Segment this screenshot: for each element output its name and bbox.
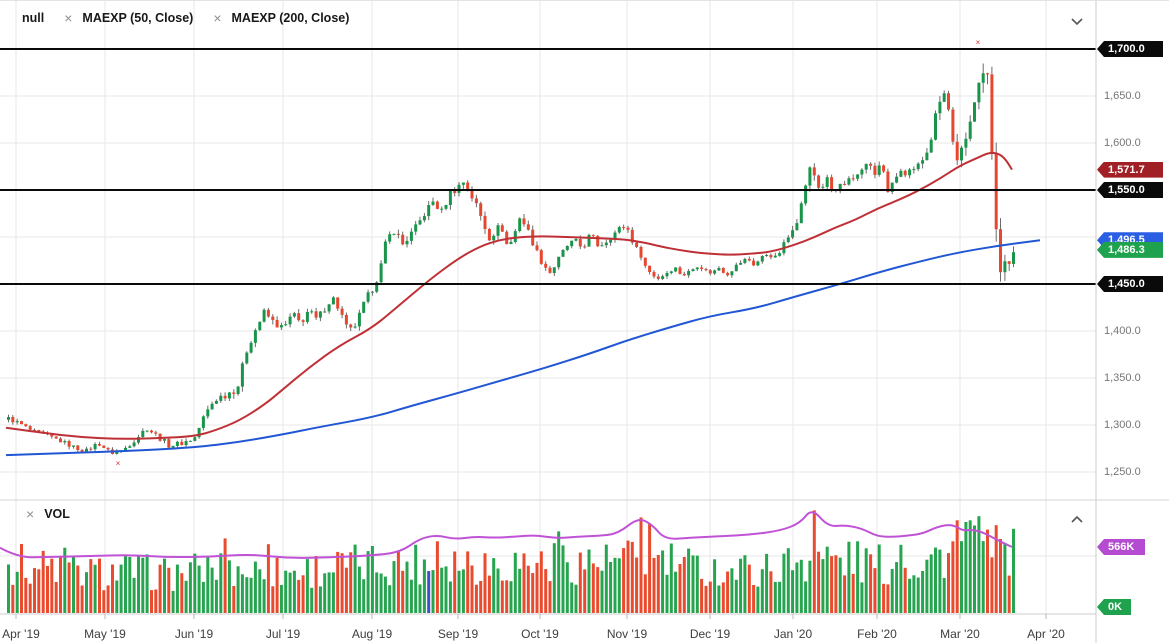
main-legend: null × MAEXP (50, Close) × MAEXP (200, C… <box>22 1 349 35</box>
price-tag-horizontal-line: 1,450.0 <box>1097 276 1163 292</box>
svg-text:Aug '19: Aug '19 <box>352 627 393 641</box>
volume-bars <box>7 510 1015 613</box>
svg-text:Mar '20: Mar '20 <box>940 627 980 641</box>
grid-lines <box>0 1 1096 614</box>
svg-text:Apr '20: Apr '20 <box>1027 627 1065 641</box>
series-label-ma50: MAEXP (50, Close) <box>82 11 194 25</box>
price-axis-label: 1,400.0 <box>1104 325 1141 337</box>
volume-tag-last-volume: 0K <box>1097 599 1131 615</box>
volume-tag-volume-ma-value: 566K <box>1097 539 1145 555</box>
svg-text:Jan '20: Jan '20 <box>774 627 813 641</box>
svg-text:Jun '19: Jun '19 <box>175 627 214 641</box>
time-axis-labels: Apr '19 May '19 Jun '19 Jul '19 Aug '19 Sep '… <box>2 627 1065 641</box>
svg-text:Feb '20: Feb '20 <box>857 627 897 641</box>
price-axis-label: 1,650.0 <box>1104 90 1141 102</box>
series-markers: ×× <box>116 38 981 468</box>
expand-volume-pane-button[interactable] <box>1066 509 1088 531</box>
ma50-line <box>5 151 1013 440</box>
price-tag-last-price: 1,486.3 <box>1097 241 1163 258</box>
remove-volume-icon[interactable]: × <box>26 506 35 522</box>
remove-ma50-icon[interactable]: × <box>64 10 73 26</box>
volume-ma-line <box>0 511 1013 559</box>
svg-text:May '19: May '19 <box>84 627 126 641</box>
svg-text:Nov '19: Nov '19 <box>607 627 648 641</box>
svg-text:×: × <box>116 459 121 468</box>
series-label-null: null <box>22 11 45 25</box>
remove-ma200-icon[interactable]: × <box>213 10 222 26</box>
candle-wicks <box>8 63 1014 455</box>
svg-text:Jul '19: Jul '19 <box>266 627 301 641</box>
candlestick-series <box>7 73 1015 454</box>
svg-text:×: × <box>976 38 981 47</box>
price-axis-label: 1,250.0 <box>1104 466 1141 478</box>
price-axis-label: 1,600.0 <box>1104 137 1141 149</box>
ma200-line <box>5 239 1041 457</box>
series-label-ma200: MAEXP (200, Close) <box>231 11 350 25</box>
svg-text:Oct '19: Oct '19 <box>521 627 559 641</box>
price-tag-horizontal-line: 1,700.0 <box>1097 41 1163 57</box>
time-axis[interactable] <box>0 615 1096 643</box>
volume-legend: × VOL <box>26 507 70 521</box>
svg-text:Apr '19: Apr '19 <box>2 627 40 641</box>
collapse-main-pane-button[interactable] <box>1066 11 1088 33</box>
price-axis-label: 1,300.0 <box>1104 419 1141 431</box>
chevron-up-icon <box>1071 515 1083 523</box>
chevron-down-icon <box>1071 17 1083 25</box>
price-tag-ma50-value: 1,571.7 <box>1097 161 1163 178</box>
horizontal-price-lines[interactable] <box>0 48 1096 285</box>
volume-label: VOL <box>44 507 70 521</box>
price-axis[interactable]: 1,650.0 1,600.0 1,400.0 1,350.0 1,300.0 1,250… <box>1096 1 1169 643</box>
price-axis-label: 1,350.0 <box>1104 372 1141 384</box>
svg-text:Dec '19: Dec '19 <box>690 627 731 641</box>
svg-text:Sep '19: Sep '19 <box>438 627 479 641</box>
price-tag-horizontal-line: 1,550.0 <box>1097 182 1163 198</box>
